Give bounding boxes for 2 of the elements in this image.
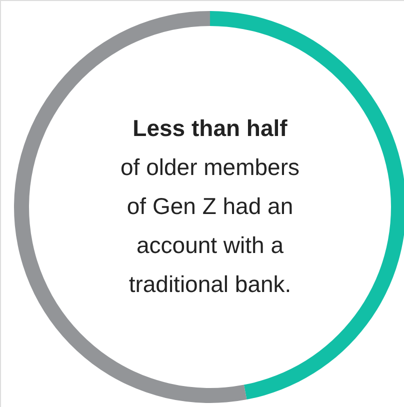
text: of older members of Gen Z had an account with a traditional bank. [120, 154, 300, 297]
text: Less than half [132, 115, 288, 141]
